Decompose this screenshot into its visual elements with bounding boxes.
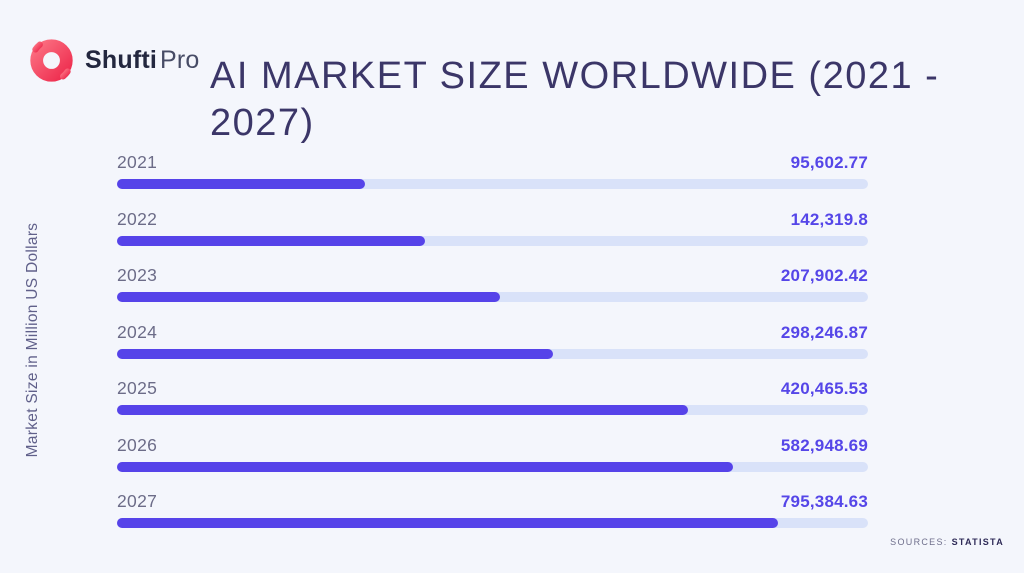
year-label: 2022 (117, 208, 158, 229)
value-label: 207,902.42 (780, 266, 868, 285)
source-attribution: SOURCES: STATISTA (890, 537, 1004, 547)
brand-wordmark: Shufti Pro (85, 46, 200, 75)
value-label: 298,246.87 (780, 322, 868, 342)
bar-track (117, 405, 868, 415)
year-label: 2024 (117, 321, 158, 342)
chart-row-2024: 2024 298,246.87 (117, 321, 868, 359)
chart-row-2022: 2022 142,319.8 (117, 208, 868, 246)
page-title-line2: 2027) (210, 102, 315, 145)
bar-fill (117, 235, 425, 246)
chart-row-2025: 2025 420,465.53 (117, 377, 868, 415)
bar-chart: 2021 95,602.77 2022 142,319.8 2023 207,9… (117, 151, 868, 547)
chart-row-2021: 2021 95,602.77 (117, 151, 868, 189)
year-label: 2027 (117, 491, 158, 511)
year-label: 2023 (117, 265, 158, 285)
brand-name-light: Pro (160, 46, 200, 74)
y-axis-label: Market Size in Million US Dollars (24, 222, 41, 458)
bar-track (117, 179, 868, 189)
chart-row-2027: 2027 795,384.63 (117, 490, 868, 528)
bar-track (117, 518, 868, 528)
chart-row-2023: 2023 207,902.42 (117, 264, 868, 302)
year-label: 2021 (117, 152, 158, 172)
value-label: 582,948.69 (780, 435, 868, 455)
page-title-line1: AI MARKET SIZE WORLDWIDE (2021 - (210, 55, 940, 98)
value-label: 95,602.77 (790, 153, 868, 172)
year-label: 2025 (117, 378, 158, 398)
value-label: 420,465.53 (780, 379, 868, 398)
bar-fill (117, 292, 500, 302)
bar-fill (117, 405, 688, 415)
sources-label: SOURCES: (890, 537, 948, 547)
bar-fill (117, 348, 553, 359)
value-label: 795,384.63 (780, 492, 868, 511)
page-title: AI MARKET SIZE WORLDWIDE (2021 - 2027) (210, 53, 950, 147)
bar-track (117, 461, 868, 472)
bar-fill (117, 518, 778, 528)
shufti-pro-ring-icon (30, 39, 73, 82)
source-name: STATISTA (951, 537, 1004, 547)
value-label: 142,319.8 (790, 209, 868, 229)
bar-track (117, 292, 868, 302)
year-label: 2026 (117, 434, 158, 455)
brand-logo: Shufti Pro (27, 36, 200, 85)
bar-track (117, 235, 868, 246)
bar-fill (117, 179, 365, 189)
bar-track (117, 348, 868, 359)
bar-fill (117, 461, 733, 472)
brand-name-bold: Shufti (85, 46, 158, 74)
chart-row-2026: 2026 582,948.69 (117, 434, 868, 472)
